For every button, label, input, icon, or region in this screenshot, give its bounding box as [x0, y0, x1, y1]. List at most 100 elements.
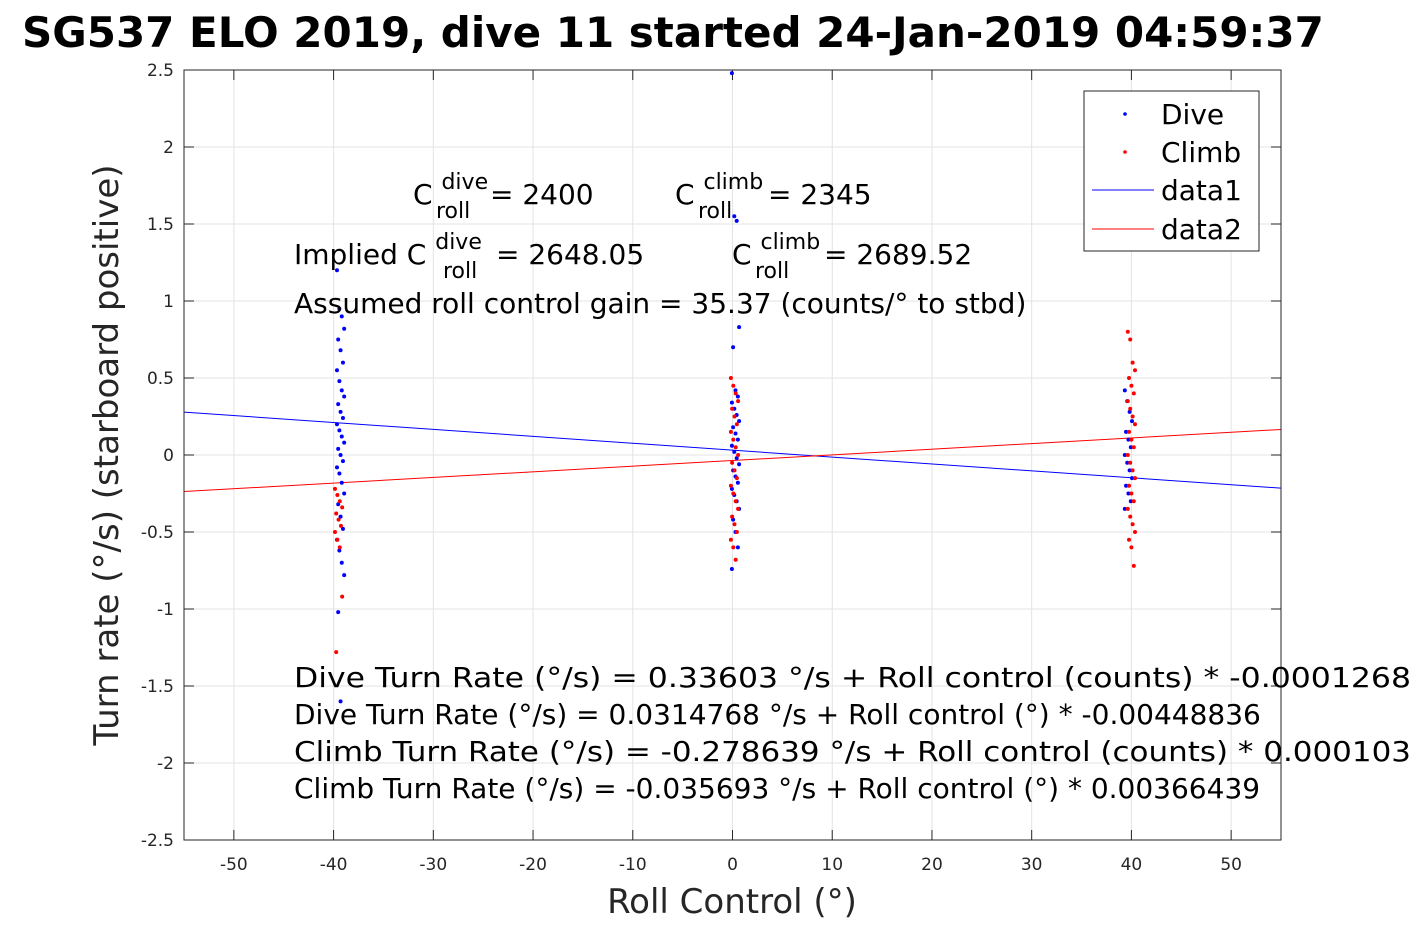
dive-point	[1128, 445, 1133, 450]
dive-point	[735, 545, 740, 550]
implied-dive-annotation: Implied C dive roll = 2648.05	[294, 223, 644, 285]
implied-climb-sup: climb	[760, 230, 820, 255]
legend-box	[1083, 90, 1260, 252]
equation-climb-counts: Climb Turn Rate (°/s) = -0.278639 °/s + …	[294, 735, 1411, 768]
climb-point	[728, 483, 733, 488]
climb-point	[1130, 468, 1135, 473]
climb-point	[1132, 422, 1137, 427]
legend-climb-marker	[1123, 150, 1127, 154]
y-tick-label: 2	[163, 138, 174, 158]
dive-point	[337, 471, 342, 476]
y-tick-label: -1	[157, 600, 174, 620]
dive-point	[342, 440, 347, 445]
x-tick-label: 10	[821, 855, 843, 875]
x-tick-label: -50	[220, 855, 248, 875]
c-roll-climb-sup: climb	[703, 170, 763, 195]
dive-point	[1127, 468, 1132, 473]
x-axis-title: Roll Control (°)	[607, 882, 857, 922]
dive-point	[336, 402, 341, 407]
dive-point	[1125, 460, 1130, 465]
dive-point	[337, 379, 342, 384]
dive-point	[1128, 499, 1133, 504]
climb-point	[1130, 414, 1135, 419]
climb-point	[332, 486, 337, 491]
dive-point	[337, 306, 342, 311]
dive-point	[1127, 409, 1132, 414]
legend-dive-label: Dive	[1161, 98, 1224, 131]
dive-point	[339, 314, 344, 319]
climb-point	[1129, 491, 1134, 496]
climb-point	[731, 545, 736, 550]
dive-point	[1126, 437, 1131, 442]
climb-point	[336, 517, 341, 522]
climb-point	[1131, 499, 1136, 504]
legend-climb-label: Climb	[1161, 136, 1241, 169]
equation-dive-degrees: Dive Turn Rate (°/s) = 0.0314768 °/s + R…	[294, 698, 1261, 731]
climb-point	[1131, 391, 1136, 396]
dive-point	[729, 486, 734, 491]
dive-point	[338, 514, 343, 519]
dive-point	[1126, 491, 1131, 496]
dive-point	[732, 449, 737, 454]
y-tick-label: -0.5	[141, 523, 174, 543]
implied-climb-annotation: C climb roll = 2689.52	[732, 223, 972, 285]
dive-point	[337, 428, 342, 433]
climb-point	[736, 399, 741, 404]
climb-point	[340, 594, 345, 599]
c-roll-dive-value: = 2400	[490, 178, 594, 211]
climb-point	[1125, 329, 1130, 334]
c-roll-climb-annotation: C climb roll = 2345	[675, 163, 872, 225]
c-roll-dive-base: C	[413, 178, 433, 211]
climb-point	[1128, 514, 1133, 519]
dive-point	[729, 400, 734, 405]
legend-dive-marker	[1123, 112, 1127, 116]
dive-point	[1124, 429, 1129, 434]
climb-point	[335, 493, 340, 498]
climb-point	[1130, 360, 1135, 365]
x-tick-label: -20	[519, 855, 547, 875]
dive-point	[338, 699, 343, 704]
c-roll-climb-value: = 2345	[768, 178, 872, 211]
dive-point	[336, 502, 341, 507]
dive-point	[729, 71, 734, 76]
gain-annotation: Assumed roll control gain = 35.37 (count…	[294, 287, 1026, 320]
climb-point	[1125, 399, 1130, 404]
dive-point	[731, 517, 736, 522]
dive-point	[338, 409, 343, 414]
climb-point	[1128, 337, 1133, 342]
equation-dive-counts: Dive Turn Rate (°/s) = 0.33603 °/s + Rol…	[294, 661, 1411, 694]
climb-point	[728, 537, 733, 542]
climb-point	[1129, 437, 1134, 442]
climb-point	[334, 511, 339, 516]
dive-point	[1130, 476, 1135, 481]
data2-fit-line	[184, 428, 1281, 493]
dive-point	[339, 480, 344, 485]
climb-point	[733, 557, 738, 562]
dive-point	[733, 431, 738, 436]
y-tick-label: -2	[157, 754, 174, 774]
x-tick-label: 0	[727, 855, 738, 875]
dive-point	[340, 526, 345, 531]
dive-point	[336, 337, 341, 342]
dive-point	[734, 218, 739, 223]
climb-point	[1129, 545, 1134, 550]
dive-point	[734, 456, 739, 461]
climb-point	[734, 476, 739, 481]
climb-point	[340, 505, 345, 510]
dive-point	[729, 443, 734, 448]
x-tick-label: 50	[1220, 855, 1242, 875]
dive-point	[737, 419, 742, 424]
climb-point	[730, 406, 735, 411]
climb-point	[1130, 522, 1135, 527]
climb-point	[731, 383, 736, 388]
dive-point	[339, 560, 344, 565]
climb-point	[730, 460, 735, 465]
dive-point	[1122, 388, 1127, 393]
dive-point	[1130, 419, 1135, 424]
implied-prefix: Implied C	[294, 238, 426, 271]
climb-point	[731, 491, 736, 496]
climb-point	[734, 422, 739, 427]
dive-point	[342, 326, 347, 331]
c-roll-dive-sup: dive	[441, 170, 488, 195]
dive-point	[737, 462, 742, 467]
